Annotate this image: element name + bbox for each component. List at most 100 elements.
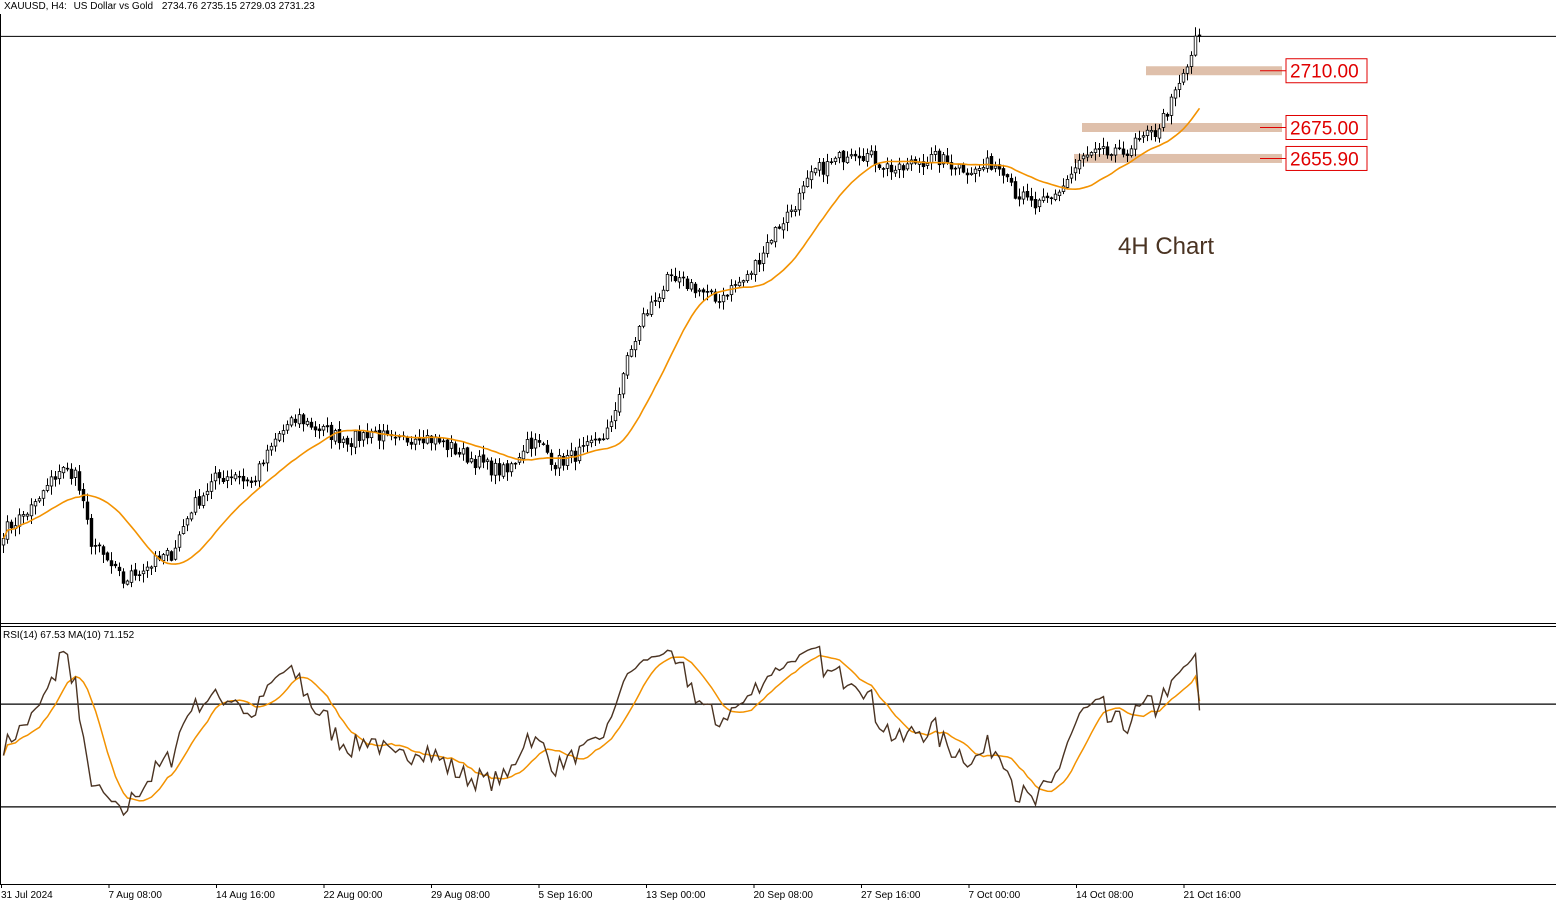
candle [1013,176,1018,200]
candle [833,156,838,165]
candle [529,431,534,457]
candle [1117,139,1122,151]
candle [193,490,198,516]
candle [305,417,310,427]
x-tick-label: 14 Aug 16:00 [216,890,275,900]
candle [717,294,722,309]
candle [501,462,506,479]
candle [337,421,342,450]
candle [225,470,230,489]
candle [1097,142,1102,157]
candle [553,462,558,476]
candle [129,564,134,588]
candle [89,513,94,555]
candle [1193,27,1198,57]
candle [1033,191,1038,215]
candle [905,157,910,171]
candle [185,516,190,532]
candle [1085,146,1090,162]
level-label: 2675.00 [1290,118,1359,139]
candle [669,268,674,282]
candle [1001,164,1006,184]
level-label-box [1285,145,1368,171]
candle [893,165,898,177]
candle [953,166,958,176]
candle [13,517,18,537]
candle [945,147,950,165]
candle [973,166,978,183]
rsi-ma-line [2,654,1201,802]
candle [1137,130,1142,142]
candle [1121,141,1126,158]
candle [693,281,698,298]
candle [777,224,782,230]
candle [641,307,646,329]
candle [1057,189,1062,202]
candle [749,270,754,280]
candle [1153,123,1158,142]
candle [485,457,490,470]
x-tick-label: 5 Sep 16:00 [539,890,593,900]
candle [509,461,514,477]
candle [421,430,426,450]
candle [121,568,126,589]
candle [1017,188,1022,207]
candle [57,464,62,485]
candle [45,478,50,493]
candle [1093,142,1098,161]
x-tick-label: 20 Sep 08:00 [754,890,814,900]
candle [217,469,222,485]
candle [133,562,138,581]
candle [285,420,290,434]
candle [697,287,702,297]
candle [289,415,294,428]
candle [913,156,918,165]
candle [1173,86,1178,107]
candle [1101,137,1106,155]
candle [577,438,582,464]
candle [141,563,146,583]
candle [605,419,610,440]
chart-header: XAUUSD, H4: US Dollar vs Gold 2734.76 27… [4,1,315,12]
candle [665,271,670,292]
candle [561,453,566,471]
candle [125,579,130,586]
candle [261,459,266,467]
candle [857,147,862,166]
candle [977,165,982,177]
candle [465,446,470,465]
candle [745,270,750,283]
candle [817,158,822,177]
candle [17,508,22,535]
candle [317,424,322,439]
candle [565,449,570,470]
candle [1181,68,1186,86]
candle [661,285,666,302]
candle [677,270,682,289]
candle [1037,198,1042,213]
candle [545,440,550,455]
candle [9,519,14,534]
candle [581,437,586,453]
candle [437,434,442,445]
candle [369,428,374,444]
candle [881,167,886,178]
candle [1133,133,1138,157]
candle [793,206,798,217]
candle [1029,187,1034,207]
candle [825,153,830,184]
level-band [1074,153,1282,163]
candle [313,421,318,437]
candle [253,475,258,486]
candle [993,161,998,173]
candle [929,147,934,170]
candle [965,168,970,184]
candle [433,433,438,451]
candle [649,295,654,317]
x-tick-label: 7 Oct 00:00 [969,890,1021,900]
candle [885,157,890,177]
candle [633,337,638,358]
candle [37,496,42,503]
candle [1105,141,1110,159]
candle [941,152,946,168]
